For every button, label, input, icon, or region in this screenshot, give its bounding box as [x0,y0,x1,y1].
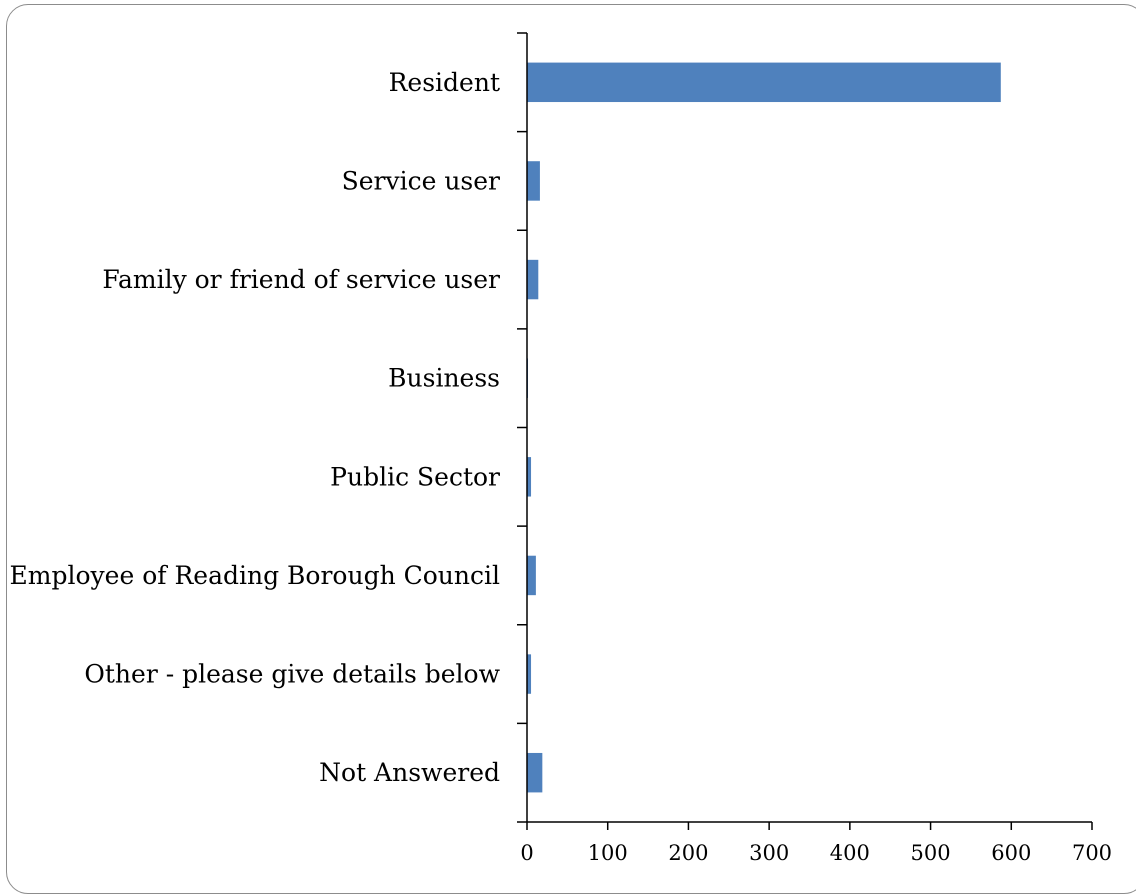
x-tick-label: 300 [749,841,789,865]
x-tick-label: 0 [520,841,533,865]
category-label: Resident [389,68,500,97]
x-tick-label: 700 [1072,841,1112,865]
x-tick-label: 400 [830,841,870,865]
x-tick-label: 200 [668,841,708,865]
bar [527,752,543,793]
bar [527,654,532,694]
bar [527,62,1001,103]
category-label: Public Sector [330,462,500,491]
bar [527,457,532,497]
bar [527,161,540,201]
category-label: Family or friend of service user [102,265,500,294]
category-label: Business [388,364,500,393]
x-tick-label: 600 [991,841,1031,865]
x-tick-label: 500 [911,841,951,865]
category-label: Employee of Reading Borough Council [10,561,500,590]
bar [527,259,539,300]
bar [527,555,536,596]
x-tick-label: 100 [588,841,628,865]
category-label: Other - please give details below [84,660,500,689]
category-label: Not Answered [319,758,500,787]
category-label: Service user [342,166,500,195]
